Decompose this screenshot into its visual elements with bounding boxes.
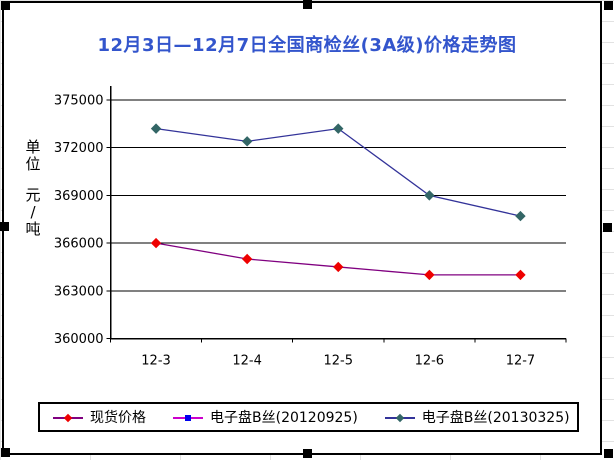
legend-label: 现货价格 [90,410,146,426]
legend-label: 电子盘B丝(20120925) [210,410,358,426]
selection-handle-top-center[interactable] [303,0,312,9]
data-point-marker [515,210,526,222]
legend-item: 现货价格 [53,407,146,427]
y-axis-title-char: 位 [25,155,41,173]
selection-handle-bottom-center[interactable] [303,449,312,458]
selection-handle-top-right[interactable] [604,1,613,10]
x-tick-label: 12-5 [323,354,353,369]
chart-legend[interactable]: 现货价格 电子盘B丝(20120925) 电子盘B丝(20130325) [38,402,579,432]
selection-handle-mid-right[interactable] [603,223,612,232]
y-tick-label: 360000 [54,332,104,347]
data-point-marker [333,261,344,273]
legend-marker-icon [395,413,405,422]
selection-handle-top-left[interactable] [1,1,10,10]
y-axis-title-char: 吨 [25,220,41,238]
data-point-marker [241,253,253,265]
x-tick-label: 12-6 [415,354,445,369]
x-tick-label: 12-4 [232,354,262,369]
legend-marker-icon [63,413,73,422]
selection-handle-bottom-left[interactable] [1,448,10,457]
chart-object[interactable] [2,1,602,455]
legend-item: 电子盘B丝(20130325) [384,407,570,427]
y-axis-title-char: 元 [25,186,41,204]
data-point-marker [150,237,162,249]
y-axis-title-char: 单 [25,138,41,156]
y-tick-label: 375000 [54,94,104,109]
data-point-marker [424,269,435,281]
legend-marker-icon [185,414,191,421]
data-point-marker [333,123,344,134]
series-spot-marker-icon [53,412,83,423]
y-tick-label: 363000 [54,284,104,299]
series-line [155,127,521,217]
legend-label: 电子盘B丝(20130325) [421,410,570,426]
y-tick-label: 366000 [54,237,104,252]
selection-handle-mid-left[interactable] [0,222,9,231]
y-axis-title: 单 位 元 / 吨 [23,139,43,238]
x-tick-label: 12-3 [141,354,171,369]
selection-handle-bottom-right[interactable] [604,449,613,458]
legend-item: 电子盘B丝(20120925) [173,407,358,427]
x-tick-label: 12-7 [506,354,536,369]
chart-title: 12月3日—12月7日全国商检丝(3A级)价格走势图 [97,35,517,56]
series-b20130325-marker-icon [384,412,415,423]
y-tick-label: 369000 [54,189,104,204]
data-point-marker [515,269,526,281]
y-axis-title-char: / [30,203,36,221]
series-b20120925-marker-icon [173,412,203,423]
data-point-marker [424,190,435,201]
data-point-marker [150,123,162,134]
data-point-marker [241,136,253,147]
y-tick-label: 372000 [54,141,104,156]
